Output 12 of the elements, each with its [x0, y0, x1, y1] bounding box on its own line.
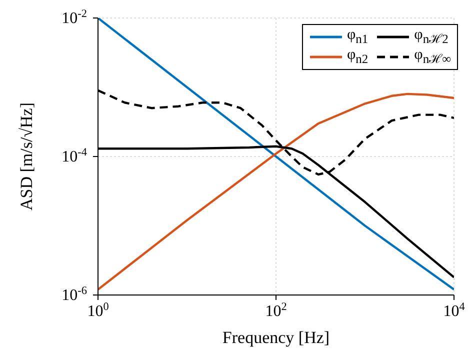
- x-tick-label: 10$^{4}$: [443, 301, 466, 320]
- y-tick-label: 10$^{-6}$: [62, 285, 88, 304]
- x-tick-label: 10$^{2}$: [265, 301, 287, 320]
- legend-label: φ$_{nℋ∞}$: [414, 47, 451, 67]
- y-axis-title: ASD [m/s/√Hz]: [17, 102, 36, 211]
- legend-label: φ$_{n1}$: [346, 27, 368, 47]
- x-axis-title: Frequency [Hz]: [222, 328, 330, 347]
- legend-label: φ$_{n2}$: [346, 47, 368, 67]
- legend-label: φ$_{nℋ2}$: [414, 27, 448, 47]
- x-tick-label: 10$^{0}$: [87, 301, 110, 320]
- y-tick-label: 10$^{-2}$: [62, 8, 87, 27]
- y-tick-label: 10$^{-4}$: [62, 146, 88, 166]
